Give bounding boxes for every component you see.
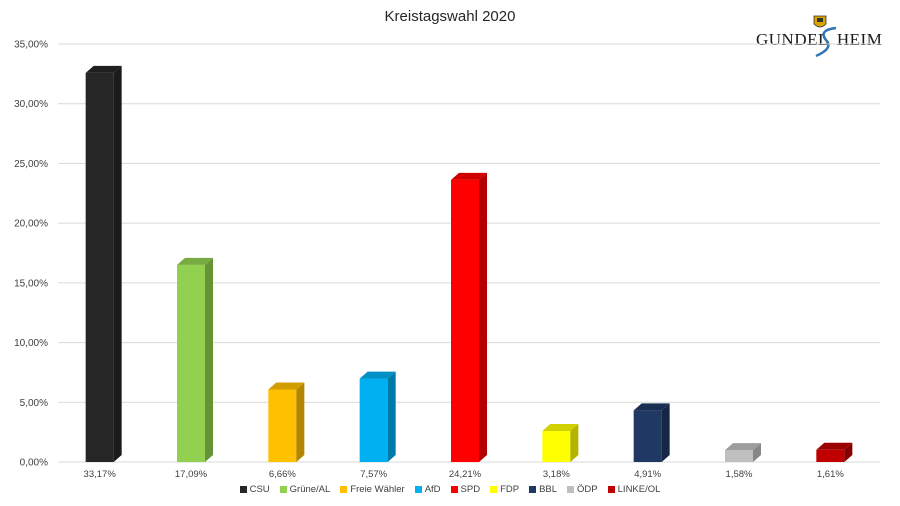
bar-side: [753, 443, 761, 462]
legend-label: AfD: [424, 484, 441, 495]
bar-top: [816, 442, 853, 450]
bar-side: [113, 65, 122, 462]
chart-title: Kreistagswahl 2020: [384, 8, 516, 25]
bar-side: [387, 371, 396, 462]
legend-label: SPD: [460, 484, 481, 495]
y-tick-label: 20,00%: [14, 219, 48, 230]
legend-item: FDP: [490, 484, 519, 495]
y-tick-label: 25,00%: [14, 159, 48, 170]
legend-swatch: [567, 486, 575, 493]
y-tick-label: 35,00%: [14, 40, 48, 51]
data-label: 33,17%: [84, 469, 117, 480]
data-label: 7,57%: [360, 469, 387, 480]
bar-top: [725, 443, 761, 451]
legend-swatch: [450, 486, 458, 493]
bar-Freie Wähler: [268, 389, 297, 462]
data-label: 24,21%: [449, 469, 482, 480]
bar-top: [177, 257, 213, 265]
bar-top: [85, 65, 122, 73]
legend-item: CSU: [239, 484, 270, 495]
legend-item: Grüne/AL: [279, 484, 331, 495]
bar-Grüne/AL: [177, 264, 205, 462]
legend-item: AfD: [414, 484, 441, 495]
logo-graphic: [813, 15, 837, 58]
swoosh-icon: [815, 26, 837, 58]
y-tick-label: 5,00%: [20, 398, 48, 409]
bar-CSU: [85, 72, 114, 462]
y-tick-label: 0,00%: [20, 458, 48, 469]
bar-ÖDP: [725, 450, 753, 462]
legend-label: LINKE/OL: [617, 484, 661, 495]
bar-chart: 0,00% 5,00% 10,00% 15,00% 20,00% 25,00% 30,00%…: [14, 40, 880, 480]
y-tick-label: 15,00%: [14, 278, 48, 289]
data-label: 1,61%: [817, 469, 844, 480]
bar-top: [451, 172, 487, 180]
legend-swatch: [490, 486, 498, 493]
data-label: 17,09%: [175, 469, 208, 480]
legend-item: Freie Wähler: [340, 484, 405, 495]
y-tick-label: 10,00%: [14, 338, 48, 349]
data-label: 1,58%: [726, 469, 753, 480]
legend-swatch: [239, 486, 247, 493]
bar-top: [359, 371, 396, 379]
data-label: 6,66%: [269, 469, 296, 480]
chart-legend: CSU Grüne/AL Freie Wähler AfD SPD FDP BBL ÖDP LI…: [0, 484, 900, 495]
legend-label: Grüne/AL: [289, 484, 331, 495]
bar-AfD: [359, 378, 388, 462]
bar-side: [570, 424, 579, 462]
bar-top: [633, 403, 670, 411]
coat-of-arms-icon: [813, 15, 827, 28]
legend-label: CSU: [249, 484, 270, 495]
legend-item: SPD: [450, 484, 481, 495]
legend-item: LINKE/OL: [607, 484, 661, 495]
y-tick-label: 30,00%: [14, 99, 48, 110]
legend-swatch: [340, 486, 348, 493]
legend-swatch: [529, 486, 537, 493]
bar-LINKE/OL: [816, 449, 845, 462]
legend-swatch: [607, 486, 615, 493]
legend-item: BBL: [529, 484, 557, 495]
data-label: 4,91%: [634, 469, 661, 480]
legend-item: ÖDP: [567, 484, 598, 495]
bar-side: [844, 442, 853, 462]
bar-BBL: [633, 410, 662, 462]
bar-SPD: [451, 179, 479, 462]
legend-label: FDP: [500, 484, 520, 495]
bar-side: [205, 257, 213, 462]
bar-top: [268, 382, 305, 390]
data-label: 3,18%: [543, 469, 570, 480]
bar-side: [296, 382, 305, 462]
legend-label: BBL: [539, 484, 558, 495]
legend-swatch: [414, 486, 422, 493]
legend-label: Freie Wähler: [350, 484, 405, 495]
bar-top: [542, 424, 579, 432]
bar-side: [661, 403, 670, 462]
legend-swatch: [279, 486, 287, 493]
bar-FDP: [542, 431, 571, 462]
bar-side: [479, 172, 487, 462]
legend-label: ÖDP: [577, 484, 598, 495]
